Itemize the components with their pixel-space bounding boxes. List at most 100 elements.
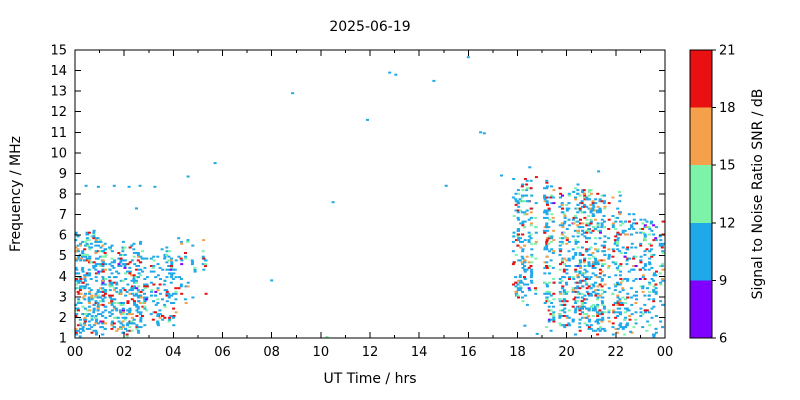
snr-dot: [388, 71, 392, 74]
snr-dot: [594, 237, 598, 240]
snr-dot: [545, 181, 549, 184]
snr-dot: [529, 179, 533, 182]
snr-dot: [600, 278, 604, 280]
snr-dot: [99, 296, 103, 299]
snr-dot: [85, 313, 89, 316]
snr-dot: [527, 200, 531, 203]
snr-dot: [115, 281, 119, 284]
snr-dot: [543, 231, 547, 234]
snr-dot: [143, 283, 147, 286]
snr-dot: [652, 274, 656, 277]
snr-dot: [585, 198, 589, 201]
snr-dot: [104, 248, 108, 251]
snr-dot: [596, 327, 600, 330]
snr-dot: [643, 239, 647, 242]
snr-dot: [127, 185, 131, 188]
snr-dot: [108, 246, 111, 249]
snr-dot: [165, 268, 169, 271]
snr-dot: [612, 303, 616, 306]
snr-dot: [101, 320, 105, 323]
snr-dot: [551, 216, 555, 219]
snr-dot: [83, 285, 87, 288]
snr-dot: [101, 333, 105, 336]
snr-dot: [186, 281, 190, 284]
snr-dot: [593, 257, 597, 260]
snr-dot: [108, 279, 112, 282]
snr-dot: [659, 283, 663, 286]
snr-dot: [186, 285, 190, 288]
snr-dot: [596, 224, 600, 227]
snr-dot: [515, 239, 518, 242]
snr-dot: [77, 281, 81, 284]
snr-dot: [593, 307, 597, 310]
snr-dot: [576, 270, 580, 273]
snr-dot: [113, 259, 117, 262]
snr-dot: [583, 268, 587, 271]
snr-dot: [602, 202, 606, 205]
snr-dot: [571, 318, 575, 321]
snr-dot: [562, 270, 566, 273]
snr-dot: [563, 216, 567, 219]
snr-dot: [574, 198, 578, 201]
snr-dot: [516, 283, 520, 286]
y-tick-label: 6: [59, 229, 67, 244]
snr-dot: [137, 268, 141, 271]
snr-dot: [643, 303, 647, 306]
snr-dot: [643, 237, 647, 240]
snr-dot: [135, 303, 139, 306]
y-tick-label: 5: [59, 249, 67, 264]
snr-dot: [133, 302, 136, 304]
snr-dot: [545, 226, 549, 229]
snr-dot: [137, 272, 141, 275]
y-tick-label: 12: [50, 105, 67, 120]
snr-dot: [560, 279, 564, 282]
snr-dot: [628, 257, 632, 260]
snr-dot: [77, 329, 80, 332]
snr-dot: [565, 316, 569, 319]
snr-dot: [593, 266, 597, 269]
snr-dot: [607, 266, 610, 269]
snr-dot: [611, 226, 615, 229]
snr-dot: [552, 292, 556, 295]
snr-dot: [619, 313, 622, 316]
snr-dot: [565, 265, 568, 267]
snr-dot: [125, 290, 129, 293]
snr-dot: [101, 276, 105, 279]
snr-dot: [142, 257, 146, 260]
snr-dot: [639, 244, 643, 247]
snr-dot: [603, 250, 606, 253]
snr-dot: [648, 324, 652, 327]
snr-dot: [85, 233, 89, 236]
snr-dot: [558, 298, 562, 301]
snr-dot: [552, 220, 556, 223]
snr-dot: [84, 255, 87, 258]
snr-dot: [596, 298, 599, 301]
snr-dot: [576, 274, 580, 277]
snr-dot: [661, 268, 665, 271]
snr-dot: [119, 311, 123, 314]
snr-dot: [585, 231, 589, 234]
snr-dot: [108, 281, 112, 284]
snr-dot: [534, 240, 538, 243]
snr-dot: [616, 268, 620, 271]
snr-dot: [578, 270, 582, 273]
snr-dot: [654, 292, 658, 295]
snr-dot: [130, 285, 134, 288]
snr-dot: [130, 298, 134, 301]
snr-dot: [514, 292, 518, 295]
snr-dot: [104, 253, 108, 256]
snr-dot: [135, 309, 139, 312]
snr-dot: [632, 255, 636, 258]
snr-dot: [589, 253, 593, 256]
snr-dot: [521, 300, 525, 303]
snr-dot: [658, 272, 662, 275]
snr-dot: [156, 289, 160, 292]
snr-dot: [156, 302, 160, 304]
snr-dot: [123, 289, 127, 292]
snr-dot: [165, 290, 169, 293]
snr-dot: [593, 309, 597, 312]
snr-dot: [545, 200, 549, 203]
snr-dot: [168, 318, 172, 321]
snr-dot: [601, 318, 605, 321]
snr-dot: [545, 239, 549, 242]
